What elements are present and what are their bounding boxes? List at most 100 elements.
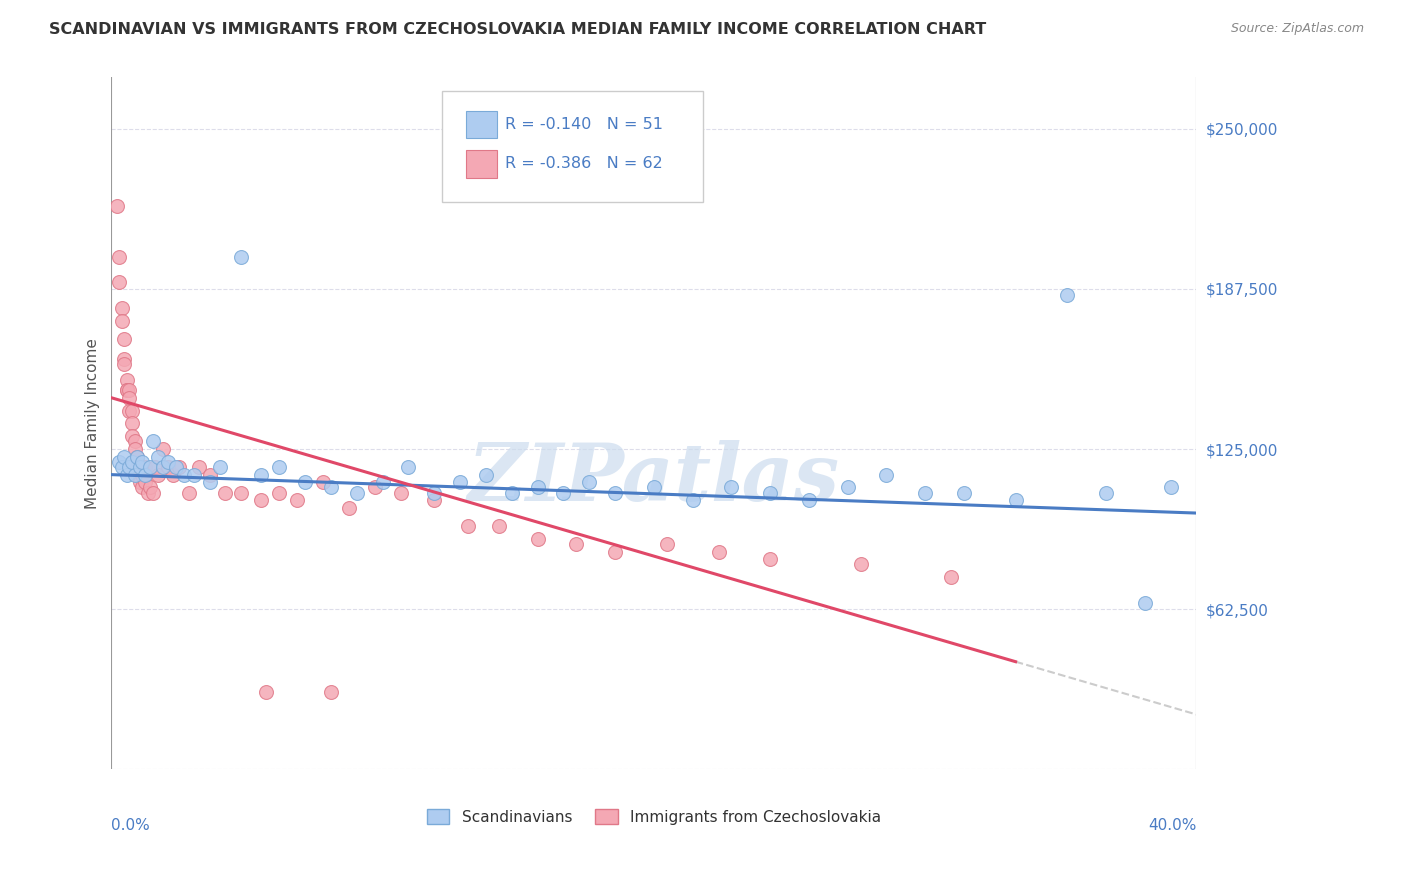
Point <box>183 467 205 482</box>
Point <box>118 391 141 405</box>
Point <box>914 485 936 500</box>
Point <box>364 480 387 494</box>
Point <box>157 459 180 474</box>
Point <box>127 467 149 482</box>
Point <box>655 537 678 551</box>
Point <box>124 434 146 449</box>
Point <box>526 480 548 494</box>
Point <box>146 467 169 482</box>
Point <box>136 485 159 500</box>
Y-axis label: Median Family Income: Median Family Income <box>86 338 100 508</box>
Point <box>875 467 897 482</box>
Point <box>1004 493 1026 508</box>
Point <box>139 480 162 494</box>
Text: ZIPatlas: ZIPatlas <box>468 440 839 517</box>
FancyBboxPatch shape <box>467 150 496 178</box>
Point <box>939 570 962 584</box>
Point <box>128 459 150 474</box>
Point <box>449 475 471 490</box>
Point <box>250 467 273 482</box>
Point <box>269 459 291 474</box>
Point <box>143 459 166 474</box>
Point <box>142 434 165 449</box>
Point <box>319 480 342 494</box>
Point <box>229 250 252 264</box>
Point <box>526 532 548 546</box>
Point <box>108 276 131 290</box>
Point <box>398 459 420 474</box>
Point <box>371 475 394 490</box>
Point <box>837 480 859 494</box>
Point <box>152 459 174 474</box>
Point <box>112 450 135 464</box>
Point <box>643 480 665 494</box>
Point <box>319 685 342 699</box>
Point <box>287 493 309 508</box>
Point <box>188 459 211 474</box>
FancyBboxPatch shape <box>467 111 496 138</box>
Point <box>177 485 200 500</box>
Point <box>457 519 479 533</box>
Point <box>953 485 976 500</box>
Point <box>118 403 141 417</box>
Point <box>139 459 162 474</box>
Point <box>134 467 156 482</box>
Point <box>423 485 446 500</box>
Point <box>173 467 195 482</box>
Point <box>131 480 153 494</box>
FancyBboxPatch shape <box>443 91 703 202</box>
Text: R = -0.140   N = 51: R = -0.140 N = 51 <box>505 117 664 132</box>
Point <box>229 485 252 500</box>
Point <box>720 480 742 494</box>
Point <box>849 558 872 572</box>
Point <box>127 450 149 464</box>
Point <box>312 475 335 490</box>
Point <box>115 383 138 397</box>
Point <box>198 475 221 490</box>
Point <box>142 485 165 500</box>
Point <box>501 485 523 500</box>
Point <box>759 552 782 566</box>
Point <box>128 459 150 474</box>
Point <box>198 467 221 482</box>
Point <box>111 314 134 328</box>
Point <box>112 358 135 372</box>
Point <box>269 485 291 500</box>
Text: SCANDINAVIAN VS IMMIGRANTS FROM CZECHOSLOVAKIA MEDIAN FAMILY INCOME CORRELATION : SCANDINAVIAN VS IMMIGRANTS FROM CZECHOSL… <box>49 22 987 37</box>
Point <box>423 493 446 508</box>
Point <box>605 544 627 558</box>
Point <box>488 519 510 533</box>
Point <box>162 467 184 482</box>
Point <box>250 493 273 508</box>
Point <box>1133 596 1156 610</box>
Point <box>565 537 588 551</box>
Point <box>121 455 143 469</box>
Point <box>389 485 412 500</box>
Text: 40.0%: 40.0% <box>1149 818 1197 833</box>
Point <box>127 450 149 464</box>
Point <box>134 475 156 490</box>
Point <box>707 544 730 558</box>
Point <box>115 383 138 397</box>
Point <box>108 250 131 264</box>
Point <box>1095 485 1118 500</box>
Point <box>118 383 141 397</box>
Point <box>208 459 231 474</box>
Point <box>131 467 153 482</box>
Point <box>254 685 277 699</box>
Point <box>797 493 820 508</box>
Point <box>346 485 368 500</box>
Text: 0.0%: 0.0% <box>111 818 150 833</box>
Point <box>214 485 236 500</box>
Point <box>146 450 169 464</box>
Point <box>131 455 153 469</box>
Point <box>553 485 575 500</box>
Point <box>475 467 498 482</box>
Point <box>105 198 128 212</box>
Point <box>165 459 187 474</box>
Point <box>134 459 156 474</box>
Point <box>115 467 138 482</box>
Point <box>157 455 180 469</box>
Legend: Scandinavians, Immigrants from Czechoslovakia: Scandinavians, Immigrants from Czechoslo… <box>420 803 887 830</box>
Point <box>121 429 143 443</box>
